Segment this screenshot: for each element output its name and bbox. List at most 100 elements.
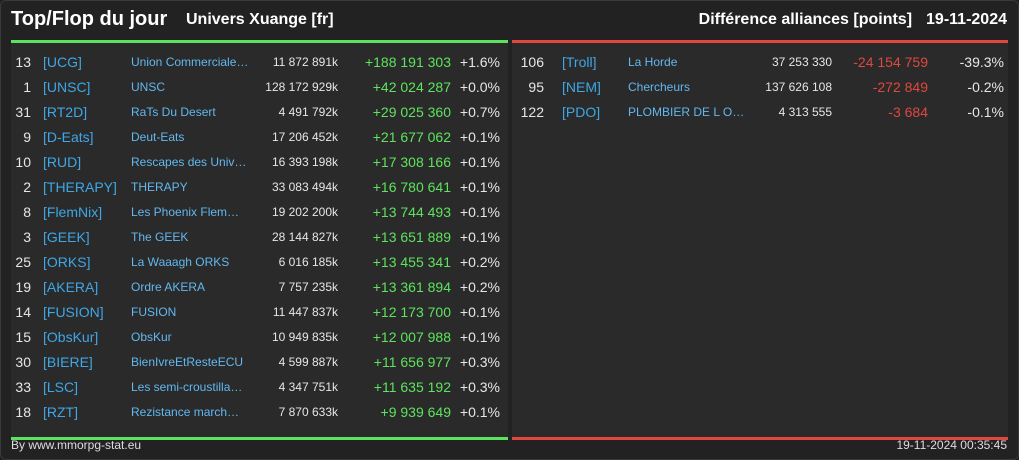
- rank-cell: 30: [15, 354, 31, 370]
- top-row: 3 [GEEK] The GEEK 28 144 827k +13 651 889 +0.…: [11, 225, 508, 250]
- alliance-tag-link[interactable]: [FlemNix]: [43, 204, 103, 220]
- points-cell: 4 347 751k: [278, 380, 338, 394]
- alliance-tag-link[interactable]: [ObsKur]: [43, 329, 99, 345]
- percent-cell: +0.3%: [459, 379, 500, 395]
- top-row: 1 [UNSC] UNSC 128 172 929k +42 024 287 +0.0%: [11, 75, 508, 100]
- alliance-tag-link[interactable]: [LSC]: [43, 379, 79, 395]
- alliance-tag-link[interactable]: [UCG]: [43, 54, 82, 70]
- alliance-tag-link[interactable]: [UNSC]: [43, 79, 91, 95]
- alliance-tag-link[interactable]: [D-Eats]: [43, 129, 94, 145]
- footer-credit[interactable]: By www.mmorpg-stat.eu: [11, 438, 142, 452]
- top-row: 2 [THERAPY] THERAPY 33 083 494k +16 780 641 +…: [11, 175, 508, 200]
- flop-row: 106 [Troll] La Horde 37 253 330 -24 154 759 -…: [512, 50, 1008, 75]
- diff-cell: +13 455 341: [372, 254, 451, 270]
- points-cell: 7 870 633k: [278, 405, 338, 419]
- points-cell: 19 202 200k: [271, 205, 338, 219]
- alliance-name-link[interactable]: Chercheurs: [628, 80, 691, 94]
- rank-cell: 106: [520, 54, 544, 70]
- points-cell: 7 757 235k: [278, 280, 338, 294]
- diff-cell: +13 361 894: [372, 279, 451, 295]
- alliance-tag-link[interactable]: [NEM]: [562, 79, 601, 95]
- alliance-tag-link[interactable]: [RT2D]: [43, 104, 88, 120]
- diff-cell: +188 191 303: [364, 54, 451, 70]
- top-row: 25 [ORKS] La Waaagh ORKS 6 016 185k +13 455 …: [11, 250, 508, 275]
- alliance-tag-link[interactable]: [BIERE]: [43, 354, 93, 370]
- alliance-name-link[interactable]: Rescapes des Univ…: [131, 155, 247, 169]
- percent-cell: +0.0%: [459, 79, 500, 95]
- alliance-tag-link[interactable]: [GEEK]: [43, 229, 90, 245]
- top-row: 18 [RZT] Rezistance march… 7 870 633k +9 939…: [11, 400, 508, 425]
- points-cell: 11 447 837k: [272, 305, 338, 319]
- rank-cell: 25: [15, 254, 31, 270]
- top-row: 19 [AKERA] Ordre AKERA 7 757 235k +13 361 89…: [11, 275, 508, 300]
- points-cell: 16 393 198k: [271, 155, 338, 169]
- top-row: 30 [BIERE] BienIvreEtResteECU 4 599 887k +11…: [11, 350, 508, 375]
- percent-cell: -0.2%: [967, 79, 1004, 95]
- alliance-name-link[interactable]: Deut-Eats: [131, 130, 185, 144]
- rank-cell: 2: [23, 179, 31, 195]
- points-cell: 137 626 108: [765, 80, 832, 94]
- flop-row: 122 [PDO] PLOMBIER DE L O… 4 313 555 -3 684 -…: [512, 100, 1008, 125]
- footer-timestamp: 19-11-2024 00:35:45: [896, 438, 1007, 452]
- universe-subtitle: Univers Xuange [fr]: [186, 11, 334, 28]
- percent-cell: +0.1%: [459, 404, 500, 420]
- percent-cell: +0.1%: [459, 304, 500, 320]
- alliance-tag-link[interactable]: [RZT]: [43, 404, 78, 420]
- diff-cell: +9 939 649: [380, 404, 451, 420]
- top-row: 13 [UCG] Union Commerciale… 11 872 891k +188…: [11, 50, 508, 75]
- flop-panel: 106 [Troll] La Horde 37 253 330 -24 154 759 -…: [512, 40, 1008, 440]
- alliance-tag-link[interactable]: [Troll]: [562, 54, 597, 70]
- top-row: 10 [RUD] Rescapes des Univ… 16 393 198k +17 …: [11, 150, 508, 175]
- alliance-tag-link[interactable]: [THERAPY]: [43, 179, 117, 195]
- alliance-tag-link[interactable]: [RUD]: [43, 154, 82, 170]
- top-row: 33 [LSC] Les semi-croustilla… 4 347 751k +11…: [11, 375, 508, 400]
- diff-cell: +12 007 988: [372, 329, 451, 345]
- alliance-name-link[interactable]: Ordre AKERA: [131, 280, 206, 294]
- diff-cell: +13 651 889: [372, 229, 451, 245]
- percent-cell: +0.7%: [459, 104, 500, 120]
- top-row: 31 [RT2D] RaTs Du Desert 4 491 792k +29 025 …: [11, 100, 508, 125]
- alliance-name-link[interactable]: La Waaagh ORKS: [131, 255, 230, 269]
- top-row: 8 [FlemNix] Les Phoenix Flem… 19 202 200k +1…: [11, 200, 508, 225]
- alliance-name-link[interactable]: Les Phoenix Flem…: [131, 205, 240, 219]
- percent-cell: +0.2%: [459, 279, 500, 295]
- rank-cell: 10: [15, 154, 31, 170]
- alliance-name-link[interactable]: FUSION: [131, 305, 177, 319]
- points-cell: 6 016 185k: [278, 255, 338, 269]
- rank-cell: 122: [520, 104, 544, 120]
- alliance-name-link[interactable]: BienIvreEtResteECU: [131, 355, 244, 369]
- header-date: 19-11-2024: [926, 11, 1007, 28]
- diff-cell: -24 154 759: [853, 54, 928, 70]
- alliance-name-link[interactable]: PLOMBIER DE L O…: [628, 105, 745, 119]
- diff-cell: -272 849: [872, 79, 928, 95]
- alliance-tag-link[interactable]: [ORKS]: [43, 254, 91, 270]
- diff-cell: +12 173 700: [372, 304, 451, 320]
- flop-row: 95 [NEM] Chercheurs 137 626 108 -272 849 -0.2…: [512, 75, 1008, 100]
- alliance-tag-link[interactable]: [PDO]: [562, 104, 601, 120]
- percent-cell: -0.1%: [967, 104, 1004, 120]
- points-cell: 10 949 835k: [271, 330, 338, 344]
- percent-cell: +0.1%: [459, 129, 500, 145]
- points-cell: 4 599 887k: [278, 355, 338, 369]
- alliance-name-link[interactable]: UNSC: [131, 80, 166, 94]
- alliance-tag-link[interactable]: [AKERA]: [43, 279, 99, 295]
- alliance-name-link[interactable]: Rezistance march…: [131, 405, 240, 419]
- alliance-name-link[interactable]: RaTs Du Desert: [131, 105, 216, 119]
- alliance-name-link[interactable]: THERAPY: [131, 180, 188, 194]
- diff-cell: +17 308 166: [372, 154, 451, 170]
- alliance-name-link[interactable]: La Horde: [628, 55, 678, 69]
- points-cell: 33 083 494k: [271, 180, 338, 194]
- rank-cell: 15: [15, 329, 31, 345]
- top-row: 14 [FUSION] FUSION 11 447 837k +12 173 700 +0…: [11, 300, 508, 325]
- alliance-tag-link[interactable]: [FUSION]: [43, 304, 104, 320]
- points-cell: 128 172 929k: [265, 80, 338, 94]
- page-title: Top/Flop du jour: [11, 8, 168, 30]
- alliance-name-link[interactable]: ObsKur: [131, 330, 172, 344]
- alliance-name-link[interactable]: Les semi-croustilla…: [131, 380, 243, 394]
- rank-cell: 19: [15, 279, 31, 295]
- alliance-name-link[interactable]: Union Commerciale…: [131, 55, 249, 69]
- rank-cell: 31: [15, 104, 31, 120]
- rank-cell: 14: [15, 304, 31, 320]
- rank-cell: 95: [528, 79, 544, 95]
- alliance-name-link[interactable]: The GEEK: [131, 230, 189, 244]
